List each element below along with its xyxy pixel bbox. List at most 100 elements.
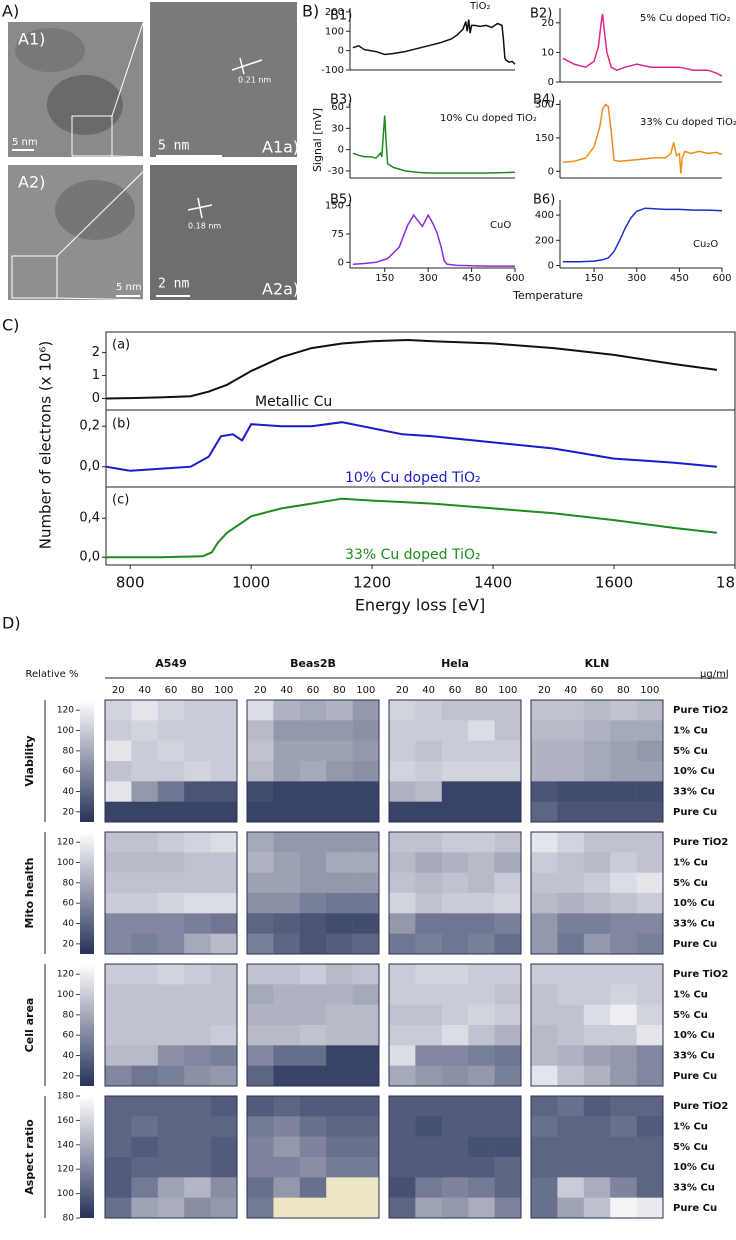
heat-cell	[247, 984, 274, 1005]
y-tick-label: 150	[325, 201, 344, 212]
heat-cell	[415, 1065, 443, 1087]
row-label: 10% Cu	[673, 1030, 715, 1041]
heat-cell	[636, 1197, 664, 1219]
y-tick-label: -100	[321, 65, 344, 76]
column-label: 40	[564, 685, 577, 696]
heat-cell	[131, 832, 159, 853]
data-line	[562, 13, 723, 77]
heat-cell	[583, 1116, 611, 1137]
x-axis-label: Temperature	[512, 289, 583, 302]
heat-cell	[531, 1025, 558, 1046]
heat-cell	[184, 913, 211, 934]
heat-cell	[326, 893, 353, 914]
heat-cell	[389, 761, 416, 782]
heat-cell	[326, 984, 353, 1005]
heat-cell	[184, 1116, 211, 1137]
x-tick-label: 600	[712, 273, 731, 284]
heat-cell	[494, 801, 522, 823]
heat-cell	[610, 720, 637, 741]
y-tick-label: 0,4	[79, 511, 100, 526]
heat-cell	[210, 1177, 238, 1198]
row-label: 1% Cu	[673, 990, 708, 1001]
heat-cell	[610, 933, 637, 955]
heat-cell	[441, 933, 469, 955]
row-label: 1% Cu	[673, 726, 708, 737]
heat-cell	[636, 801, 664, 823]
row-label: 33% Cu	[673, 1183, 715, 1194]
heat-frame	[246, 963, 380, 1087]
heat-cell	[531, 1045, 558, 1066]
heat-cell	[494, 1157, 522, 1178]
heat-cell	[531, 1177, 558, 1198]
heat-cell	[352, 1045, 380, 1066]
heat-cell	[468, 984, 495, 1005]
heat-frame	[388, 963, 522, 1087]
column-label: 20	[112, 685, 125, 696]
heat-cell	[468, 913, 495, 934]
y-tick-label: 60	[331, 102, 344, 113]
heat-cell	[415, 700, 443, 721]
heat-cell	[273, 1045, 301, 1066]
heat-cell	[557, 781, 585, 802]
y-tick-label: 0,2	[79, 419, 100, 434]
heat-cell	[610, 1157, 637, 1178]
row-label: Pure Cu	[673, 1071, 717, 1082]
row-label: Pure TiO2	[673, 837, 728, 848]
micrograph-label: A2a)	[262, 280, 299, 299]
heat-cell	[247, 913, 274, 934]
panel-title: 5% Cu doped TiO₂	[640, 13, 731, 24]
heat-cell	[583, 832, 611, 853]
heat-cell	[494, 1004, 522, 1026]
heat-cell	[157, 933, 185, 955]
colorbar-tick-label: 80	[63, 1214, 75, 1224]
heat-cell	[494, 913, 522, 934]
x-axis-label: Energy loss [eV]	[355, 596, 485, 615]
heat-cell	[468, 1136, 495, 1158]
heat-cell	[494, 964, 522, 985]
heat-cell	[326, 720, 353, 741]
group-label: Hela	[441, 657, 469, 670]
heat-cell	[247, 740, 274, 762]
heat-cell	[326, 1197, 353, 1219]
heat-cell	[389, 801, 416, 823]
heat-cell	[184, 1157, 211, 1178]
heat-cell	[494, 1096, 522, 1117]
annotation: 10% Cu doped TiO₂	[345, 470, 481, 486]
heat-cell	[273, 700, 301, 721]
heat-cell	[326, 1025, 353, 1046]
heat-cell	[494, 1136, 522, 1158]
lattice-marker	[231, 59, 263, 71]
heat-cell	[299, 1116, 327, 1137]
zoom-line	[56, 164, 151, 257]
heat-cell	[610, 1004, 637, 1026]
heat-cell	[105, 872, 132, 894]
heat-cell	[273, 720, 301, 741]
heat-cell	[157, 1065, 185, 1087]
row-label: 10% Cu	[673, 898, 715, 909]
column-label: 100	[356, 685, 375, 696]
heat-cell	[494, 984, 522, 1005]
heat-cell	[415, 1136, 443, 1158]
panel-title: Cu₂O	[693, 239, 718, 250]
heat-cell	[531, 984, 558, 1005]
colorbar-tick-label: 60	[63, 1031, 75, 1041]
heat-cell	[326, 872, 353, 894]
heat-cell	[389, 852, 416, 873]
heat-cell	[157, 1157, 185, 1178]
row-label: Pure Cu	[673, 939, 717, 950]
row-label: 5% Cu	[673, 746, 708, 757]
heat-cell	[326, 832, 353, 853]
heat-cell	[636, 761, 664, 782]
heat-cell	[415, 1096, 443, 1117]
heat-cell	[494, 781, 522, 802]
heat-cell	[610, 852, 637, 873]
lattice-spacing: 0.21 nm	[238, 76, 271, 85]
heat-cell	[610, 1177, 637, 1198]
heat-cell	[157, 1116, 185, 1137]
heat-cell	[273, 1025, 301, 1046]
heat-cell	[389, 872, 416, 894]
y-tick-label: 1	[92, 368, 100, 383]
heat-cell	[583, 1096, 611, 1117]
heat-cell	[157, 720, 185, 741]
heat-cell	[636, 1045, 664, 1066]
